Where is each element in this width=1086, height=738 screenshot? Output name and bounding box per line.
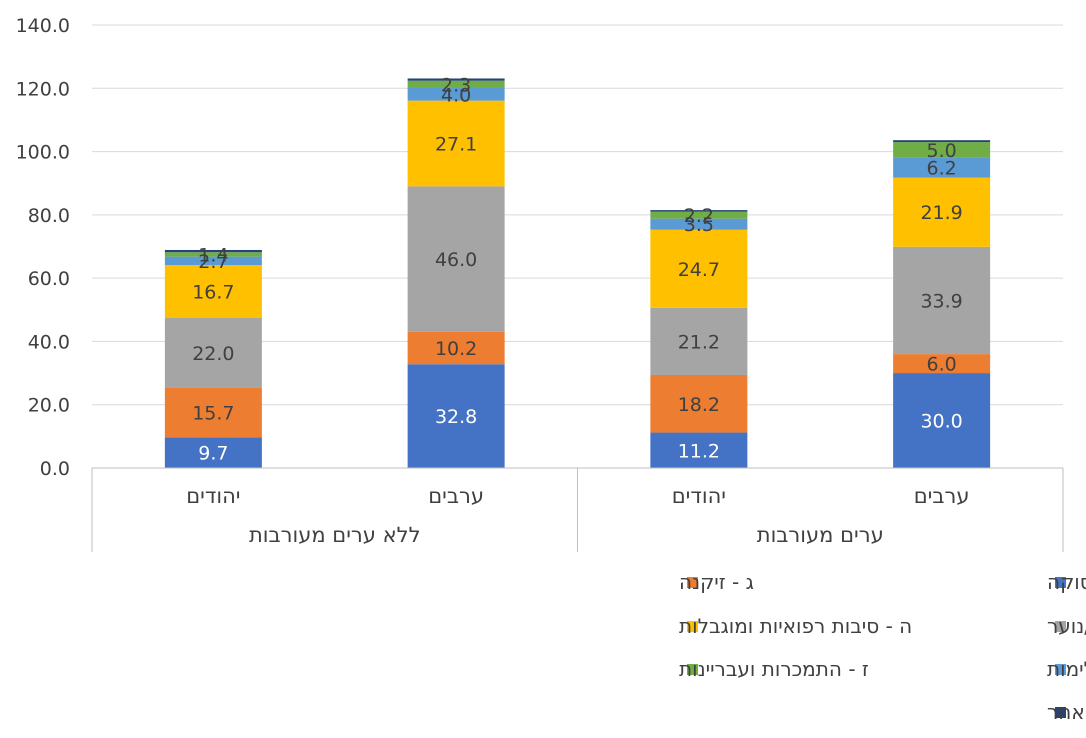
data-label: 5.0 [927,140,957,162]
legend: ב - עוני, קשיי הכנסה ותעסוקה ג - זיקנה ד -… [679,570,1086,724]
x-group-label: ערים מעורבות [757,523,884,547]
data-label: 6.0 [927,354,957,376]
y-tick-label: 100.0 [16,142,70,164]
data-label: 1.4 [198,244,228,266]
bar-segment [893,354,991,374]
bar-segment [893,373,991,468]
bar-segment [164,318,262,388]
data-label: 15.7 [192,402,234,424]
y-tick-label: 0.0 [40,458,70,480]
legend-label: ז - התמכרות ועבריינות [679,657,869,681]
legend-label: ב - עוני, קשיי הכנסה ותעסוקה [1047,570,1086,594]
y-tick-label: 80.0 [28,205,70,227]
data-label: 21.9 [920,202,962,224]
bar-segment [407,186,505,332]
bar-segment [407,87,505,101]
x-group-label: ללא ערים מעורבות [249,523,421,547]
legend-swatch [1055,707,1066,718]
data-label: 27.1 [435,134,477,156]
data-label: 16.7 [192,282,234,304]
data-label: 32.8 [435,406,477,428]
bar-segment [407,364,505,468]
data-label: 18.2 [678,394,720,416]
data-label: 22.0 [192,343,234,365]
data-label: 9.7 [198,443,228,465]
y-tick-label: 60.0 [28,268,70,290]
x-category-label: יהודים [672,484,726,508]
legend-label: ט - בבדיקה, אחר [1047,700,1086,724]
bar-segment [650,432,748,468]
bar-segment [407,78,505,81]
data-label: 3.5 [684,214,714,236]
y-tick-label: 140.0 [16,15,70,37]
bar-segment [650,229,748,308]
bar-segment [650,211,748,219]
data-label: 24.7 [678,259,720,281]
bar-segment [164,249,262,253]
legend-label: ד - תפקוד לקוי של הורים או של ילדים/נוער [1047,614,1086,638]
legend-item: ט - בבדיקה, אחר [1047,700,1086,724]
data-label: 30.0 [920,411,962,433]
legend-item: ז - התמכרות ועבריינות [679,657,869,681]
y-axis-tick-labels: 0.0 20.0 40.0 60.0 80.0 100.0 120.0 140.0 [16,15,70,480]
legend-label: ה - סיבות רפואיות ומוגבלות [679,614,912,638]
bar-segment [164,256,262,266]
data-labels: 9.7 15.7 22.0 16.7 2.71.4 32.8 10.2 46.0 27.1 4.0… [192,74,963,464]
bar-segment [407,80,505,88]
legend-swatch [1055,621,1066,632]
data-label: 21.2 [678,331,720,353]
legend-item: ב - עוני, קשיי הכנסה ותעסוקה [1047,570,1086,594]
x-axis: יהודים ערבים ללא ערים מעורבות יהודים ערבים ער… [91,467,1064,552]
legend-label: ג - זיקנה [679,570,754,594]
bar-segment [164,437,262,468]
legend-item: ד - תפקוד לקוי של הורים או של ילדים/נוער [1047,614,1086,638]
legend-item: ו - אלימות [1047,657,1086,681]
y-tick-label: 40.0 [28,331,70,353]
legend-swatch [687,664,698,675]
data-label: 10.2 [435,338,477,360]
bar-segment [893,140,991,143]
bar-segments [164,78,991,468]
bar-segment [407,331,505,365]
legend-swatch [1055,577,1066,588]
legend-label: ו - אלימות [1047,657,1086,681]
bar-segment [650,218,748,230]
bar-segment [407,100,505,187]
x-category-label: ערבים [428,484,484,508]
y-tick-label: 120.0 [16,78,70,100]
data-label: 11.2 [678,440,720,462]
legend-swatch [1055,664,1066,675]
bar-segment [893,246,991,355]
data-label: 2.7 [198,251,228,273]
legend-swatch [687,621,698,632]
bar-segment [893,157,991,178]
legend-swatch [687,577,698,588]
bar-segment [164,252,262,257]
bar-segment [164,387,262,438]
data-label: 2.3 [441,74,471,96]
bar-segment [650,307,748,375]
data-label: 2.2 [684,205,714,227]
data-label: 6.2 [927,158,957,180]
bar-segment [164,265,262,319]
legend-item: ה - סיבות רפואיות ומוגבלות [679,614,912,638]
x-category-label: ערבים [914,484,970,508]
legend-item: ג - זיקנה [679,570,754,594]
data-label: 4.0 [441,84,471,106]
data-label: 33.9 [920,290,962,312]
bar-segment [893,142,991,158]
y-tick-label: 20.0 [28,395,70,417]
bar-segment [650,210,748,212]
bar-segment [893,177,991,247]
x-category-label: יהודים [186,484,240,508]
data-label: 46.0 [435,249,477,271]
bar-segment [650,374,748,433]
